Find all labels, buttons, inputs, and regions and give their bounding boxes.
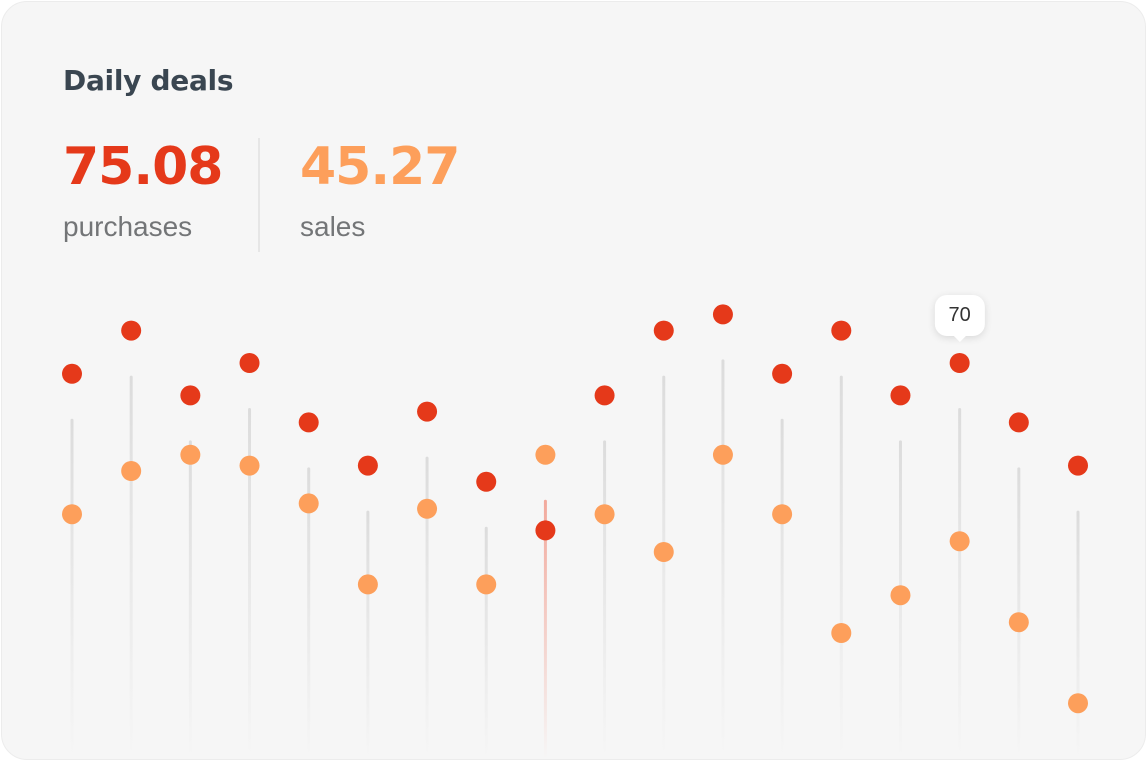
value-tooltip: 70	[934, 295, 985, 342]
purchases-point	[712, 304, 733, 325]
purchases-point	[1008, 412, 1029, 433]
purchases-point	[1068, 455, 1088, 476]
sales-point	[417, 498, 438, 519]
sales-point	[712, 444, 733, 465]
sales-point	[594, 504, 615, 525]
stem-line	[307, 467, 311, 759]
sales-point	[476, 574, 497, 595]
purchases-point	[890, 385, 911, 406]
sales-point	[62, 504, 82, 525]
purchases-point	[62, 363, 82, 384]
stem-line	[188, 440, 192, 759]
purchases-point	[180, 385, 201, 406]
sales-point	[239, 455, 260, 476]
sales-point	[121, 461, 142, 481]
stem-line	[1076, 510, 1080, 759]
purchases-point	[476, 471, 497, 492]
purchases-point	[417, 401, 438, 422]
stem-line	[839, 375, 843, 759]
stat-divider	[258, 138, 260, 252]
stem-line	[70, 418, 74, 759]
stem-line	[662, 375, 666, 759]
stem-line	[603, 440, 607, 759]
purchases-point	[772, 363, 793, 384]
sales-point	[1068, 693, 1088, 714]
purchases-point	[653, 320, 674, 341]
purchases-label: purchases	[63, 211, 193, 242]
sales-point	[772, 504, 793, 525]
sales-point	[1008, 612, 1029, 633]
sales-label: sales	[300, 211, 366, 242]
stem-line	[425, 456, 429, 759]
purchases-point	[298, 412, 319, 433]
stem-line	[129, 375, 133, 759]
stem-line	[721, 359, 725, 759]
stem-line	[248, 408, 252, 759]
purchases-stat: 75.08 purchases	[63, 137, 223, 243]
stem-line	[958, 408, 962, 759]
purchases-point	[594, 385, 615, 406]
sales-stat: 45.27 sales	[300, 137, 460, 243]
sales-point	[949, 531, 970, 552]
stem-line	[543, 499, 547, 759]
purchases-point	[239, 353, 260, 373]
card-title: Daily deals	[63, 64, 234, 97]
sales-point	[890, 585, 911, 606]
sales-value: 45.27	[300, 137, 460, 197]
sales-point	[298, 493, 319, 514]
sales-point	[357, 574, 378, 595]
sales-point	[180, 444, 201, 465]
sales-point	[653, 542, 674, 562]
sales-point	[831, 623, 852, 643]
purchases-value: 75.08	[63, 137, 223, 197]
purchases-point	[831, 320, 852, 341]
purchases-point	[535, 520, 556, 541]
purchases-point	[121, 320, 142, 341]
stem-line	[366, 510, 370, 759]
stem-line	[484, 526, 488, 759]
sales-point	[535, 444, 556, 465]
purchases-point	[949, 353, 970, 373]
stem-line	[780, 418, 784, 759]
purchases-point	[357, 455, 378, 476]
